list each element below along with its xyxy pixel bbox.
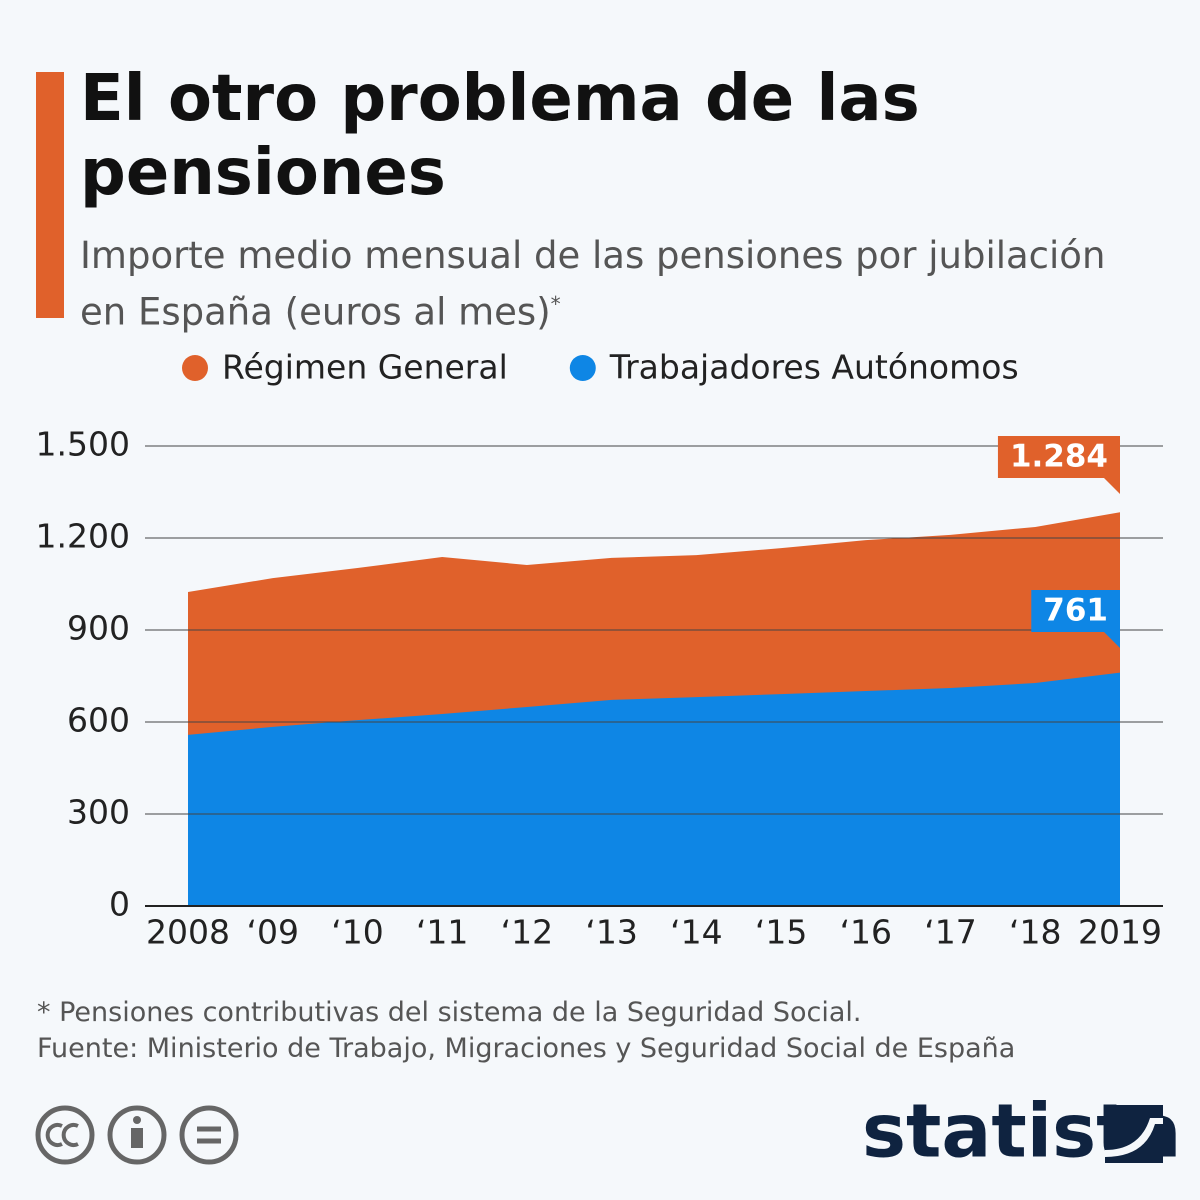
license-icons [35,1105,239,1165]
value-label-text: 761 [1043,593,1108,629]
value-label-text: 1.284 [1010,439,1108,475]
legend-label: Trabajadores Autónomos [609,348,1019,387]
source: Fuente: Ministerio de Trabajo, Migracion… [37,1033,1016,1064]
y-tick-label: 300 [67,793,130,832]
x-tick-label: ‘14 [670,913,722,952]
footnote: * Pensiones contributivas del sistema de… [37,997,862,1028]
title: El otro problema de las pensiones [80,62,920,210]
value-label-box [1031,590,1120,648]
value-label: 1.284 [997,436,1120,494]
y-tick-label: 1.200 [36,517,130,556]
subtitle-text: Importe medio mensual de las pensiones p… [80,234,1106,334]
legend-swatch [569,355,596,381]
logo-icon [1105,1105,1163,1163]
x-tick-label: ‘10 [331,913,383,952]
x-tick-label: ‘16 [840,913,892,952]
x-tick-label: 2008 [146,913,230,952]
legend-swatch [182,355,208,381]
x-tick-label: 2019 [1078,913,1162,952]
value-label-box [997,436,1120,494]
y-tick-label: 1.500 [36,425,130,464]
x-tick-label: ‘17 [924,913,976,952]
y-tick-label: 600 [67,701,130,740]
y-tick-label: 900 [67,609,130,648]
x-tick-label: ‘12 [501,913,553,952]
legend-label: Régimen General [222,348,508,387]
subtitle: Importe medio mensual de las pensiones p… [80,232,1140,336]
x-tick-label: ‘09 [246,913,298,952]
area [188,672,1120,906]
x-tick-label: ‘11 [416,913,468,952]
subtitle-mark: * [550,292,561,316]
x-tick-label: ‘15 [755,913,807,952]
accent-bar [36,72,64,318]
x-tick-label: ‘18 [1009,913,1061,952]
y-tick-label: 0 [109,885,130,924]
value-label: 761 [1031,590,1120,648]
x-tick-label: ‘13 [585,913,637,952]
